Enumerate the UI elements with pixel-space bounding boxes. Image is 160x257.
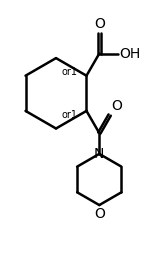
Text: or1: or1 <box>62 67 78 77</box>
Text: O: O <box>94 17 105 31</box>
Text: O: O <box>111 99 122 113</box>
Text: or1: or1 <box>62 110 78 120</box>
Text: O: O <box>94 207 105 221</box>
Text: OH: OH <box>119 47 140 61</box>
Text: N: N <box>94 147 104 161</box>
